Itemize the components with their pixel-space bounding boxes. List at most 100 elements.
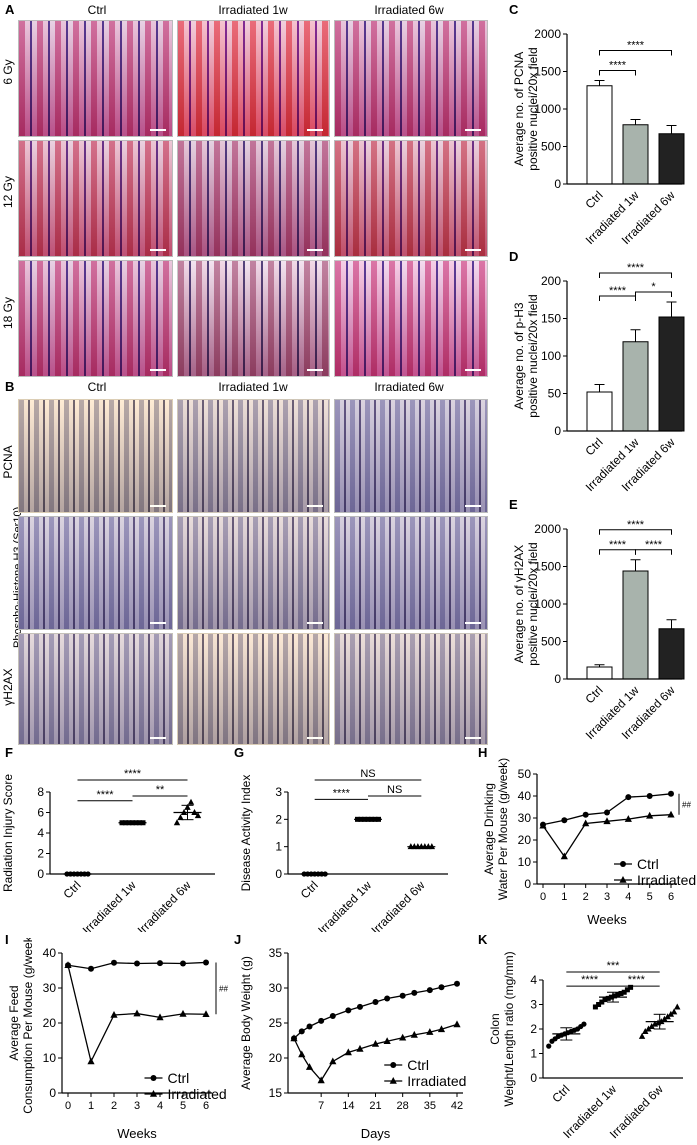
j-y-tick-label-2: 25 [269,1016,283,1030]
f-point-2-1 [177,814,184,821]
h-marker-1-0 [539,821,547,829]
e-ylabel-line-1: positive nuclei/20x field [526,542,540,665]
h-marker-1-5 [646,811,654,819]
j-legend-marker-1 [389,1077,397,1084]
j-y-tick-label-4: 35 [269,946,283,960]
h-marker-0-6 [668,790,674,797]
e-ylabel-line-0: Average no. of γH2AX [512,545,526,664]
k-y-tick-label-1: 1 [530,1047,537,1061]
h-x-tick-label-3: 3 [604,891,610,903]
c-bar-2 [658,133,685,185]
h-x-tick-label-2: 2 [583,891,589,903]
a-col-header-ctrl: Ctrl [87,3,107,17]
f-point-2-6 [194,812,202,819]
c-ylabel-line-1: positive nuclei/20x field [526,47,540,170]
k-point-2-1 [642,1027,649,1034]
j-marker-0-5 [345,1007,352,1014]
j-x-tick-label-3: 28 [397,1100,409,1112]
i-legend-label-1: Irradiated [168,1086,227,1102]
c-bar-0 [586,85,613,185]
g-sig-label-1: NS [387,784,402,796]
h-marker-1-6 [667,810,675,818]
j-legend-label-0: Ctrl [407,1057,429,1073]
ihc-micrograph-pcna-irr6w [334,399,488,513]
i-marker-0-6 [203,959,209,966]
d-x-tick-label-0: Ctrl [583,435,606,458]
h-ylabel-line-0: Average Drinking [482,783,496,875]
j-marker-1-13 [453,1020,461,1028]
i-marker-1-5 [179,1009,187,1017]
h-x-tick-label-1: 1 [561,891,567,903]
h-annotation-label: ## [682,800,691,809]
i-marker-0-3 [134,960,140,967]
k-point-2-10 [670,1008,678,1015]
panel-letter-i: I [5,932,9,947]
k-point-2-11 [674,1003,681,1010]
ihc-micrograph-ph3-ctrl [18,516,173,630]
panel-letter-e: E [509,497,518,512]
he-micrograph-6gy-irr6w [334,20,488,137]
g-y-tick-label-0: 0 [275,867,282,881]
panel-letter-a: A [5,2,15,17]
ihc-micrograph-ph3-irr1w [177,516,330,630]
panel-letter-b: B [5,379,15,394]
j-marker-1-9 [399,1033,407,1041]
a-row-label-12gy: 12 Gy [1,176,15,209]
he-micrograph-18gy-irr1w [177,260,330,377]
k-point-1-11 [628,984,634,990]
h-marker-1-2 [582,819,590,827]
h-x-tick-label-0: 0 [540,891,546,903]
f-sig-label-0: **** [96,789,114,801]
j-marker-0-4 [329,1013,336,1019]
f-ylabel-line-0: Radiation Injury Score [1,774,15,892]
he-micrograph-12gy-irr6w [334,140,488,257]
i-marker-0-2 [111,959,117,966]
j-marker-1-3 [317,1076,325,1084]
e-y-tick-label-0: 0 [554,672,561,686]
h-marker-1-1 [560,852,568,860]
d-ylabel-line-0: Average no. of p-H3 [512,302,526,410]
k-x-tick-label-0: Ctrl [549,1082,572,1105]
c-sig-label-wide-0: **** [627,40,645,52]
j-marker-1-10 [410,1030,418,1038]
j-marker-0-9 [399,992,406,999]
c-y-tick-label-1: 500 [541,140,561,154]
j-marker-1-12 [437,1025,446,1033]
c-bar-1 [622,124,649,185]
he-micrograph-6gy-irr1w [177,20,330,137]
b-row-label-pcna: PCNA [1,445,15,479]
g-sig-label-0: **** [333,787,351,799]
i-y-tick-label-3: 30 [43,981,57,995]
f-sig-label-2: **** [124,768,142,780]
e-y-tick-label-1: 500 [541,635,561,649]
f-point-2-4 [187,798,195,805]
f-y-tick-label-4: 8 [37,785,44,799]
j-marker-1-5 [344,1048,352,1056]
f-x-tick-label-0: Ctrl [61,878,84,901]
a-col-header-irr1w: Irradiated 1w [218,3,288,17]
k-point-2-9 [667,1010,675,1017]
h-xlabel: Weeks [587,912,627,927]
i-marker-1-0 [64,961,72,969]
e-bar-2 [658,628,685,680]
ihc-micrograph-pcna-ctrl [18,399,173,513]
d-bar-2 [658,316,685,432]
h-ylabel-line-1: Water Per Mouse (g/week) [496,758,510,900]
f-y-tick-label-3: 6 [37,806,44,820]
panel-letter-d: D [509,249,519,264]
j-marker-1-0 [290,1034,298,1042]
f-y-tick-label-2: 4 [37,826,44,840]
ihc-micrograph-gh2ax-ctrl [18,633,173,745]
j-y-tick-label-1: 20 [269,1051,283,1065]
c-y-tick-label-2: 1000 [534,102,561,116]
g-y-tick-label-2: 2 [275,812,282,826]
j-marker-0-6 [356,1003,363,1010]
j-marker-0-10 [411,989,418,996]
j-marker-1-8 [383,1037,391,1044]
c-sig-label-adj-0: **** [609,60,627,72]
k-point-2-7 [661,1015,668,1022]
c-x-tick-label-0: Ctrl [583,188,606,211]
a-row-label-18gy: 18 Gy [1,297,15,330]
k-point-1-9 [621,989,627,995]
